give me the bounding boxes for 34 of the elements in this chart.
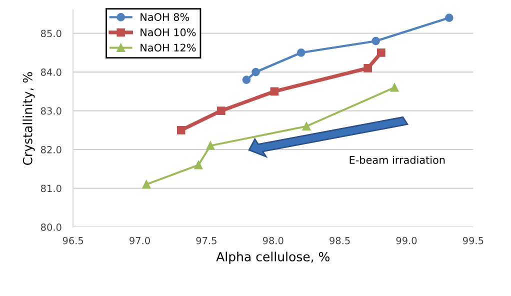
x-tick-label: 97.0 (130, 236, 150, 244)
x-tick-label: 99.5 (462, 236, 484, 244)
y-tick-label: 85.0 (40, 30, 62, 38)
point (242, 76, 251, 84)
y-tick-label: 82.0 (40, 146, 62, 154)
point (376, 48, 386, 57)
x-tick-label: 98.0 (262, 236, 284, 244)
y-tick-label: 81.0 (40, 184, 62, 192)
legend-label: NaOH 8% (140, 13, 190, 21)
y-axis-title: Crystallinity, % (22, 72, 35, 165)
point (194, 160, 203, 170)
legend-label: NaOH 10% (140, 28, 196, 36)
legend-label: NaOH 12% (140, 44, 196, 52)
point (206, 142, 215, 150)
x-axis-title: Alpha cellulose, % (216, 252, 330, 264)
point (364, 64, 372, 72)
point (270, 87, 279, 96)
y-tick-label: 84.0 (40, 68, 62, 76)
annotation: E-beam irradiation (350, 156, 445, 164)
point (445, 14, 454, 22)
x-tick-label: 99.0 (396, 236, 417, 244)
point (296, 48, 306, 57)
point (252, 68, 260, 76)
point (302, 122, 311, 130)
point (390, 83, 399, 92)
y-tick-label: 83.0 (40, 107, 62, 115)
x-tick-label: 97.5 (196, 236, 216, 244)
point (216, 106, 226, 115)
point (142, 180, 151, 189)
point (372, 36, 380, 46)
x-tick-label: 98.5 (330, 236, 350, 244)
point (176, 126, 186, 134)
x-tick-label: 96.5 (62, 236, 84, 244)
y-tick-label: 80.0 (40, 224, 62, 231)
